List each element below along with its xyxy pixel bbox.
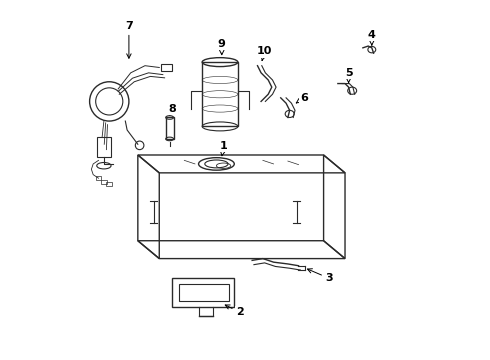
Text: 5: 5 bbox=[345, 68, 352, 82]
Text: 1: 1 bbox=[220, 141, 227, 156]
Text: 10: 10 bbox=[257, 46, 272, 60]
Text: 3: 3 bbox=[308, 269, 333, 283]
Text: 4: 4 bbox=[368, 30, 376, 45]
Text: 9: 9 bbox=[218, 39, 226, 55]
Text: 6: 6 bbox=[296, 93, 308, 103]
Text: 8: 8 bbox=[168, 104, 175, 115]
Text: 7: 7 bbox=[125, 21, 133, 58]
Text: 2: 2 bbox=[225, 305, 244, 317]
